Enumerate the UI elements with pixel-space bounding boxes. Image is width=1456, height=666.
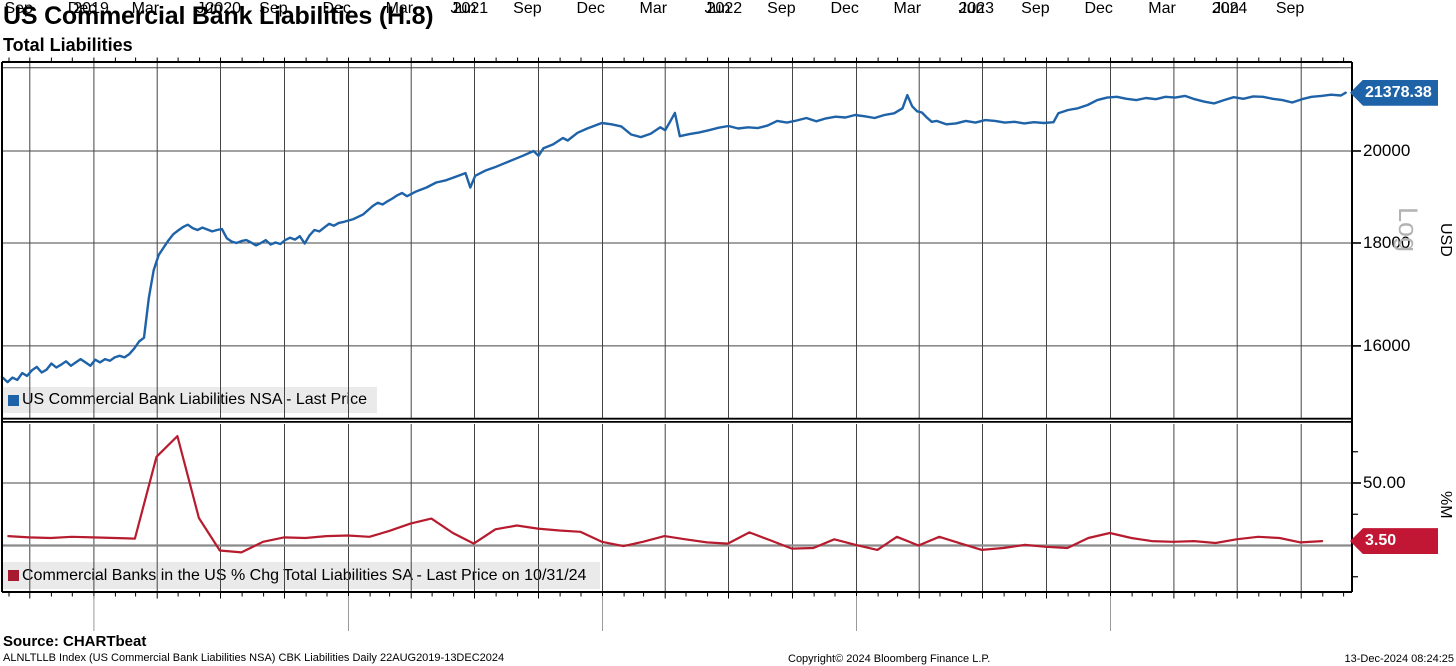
x-axis-month-label: Jun <box>1213 0 1239 17</box>
x-axis-month-label: Jun <box>958 0 985 17</box>
copyright-notice: Copyright© 2024 Bloomberg Finance L.P. <box>788 653 991 665</box>
last-price-tag-pct-change[interactable]: 3.50 <box>1350 528 1438 555</box>
x-axis-month-label: Dec <box>830 0 859 17</box>
legend-bottom-series[interactable]: Commercial Banks in the US % Chg Total L… <box>2 562 600 589</box>
x-axis-year-label: 2024 <box>1211 0 1248 17</box>
source-credit: Source: CHARTbeat <box>3 633 147 650</box>
legend-top-label: US Commercial Bank Liabilities NSA - Las… <box>22 391 368 408</box>
x-axis-month-label: Dec <box>1084 0 1113 17</box>
legend-bottom-label: Commercial Banks in the US % Chg Total L… <box>22 566 587 584</box>
legend-top-series[interactable]: US Commercial Bank Liabilities NSA - Las… <box>2 387 377 413</box>
x-axis-month-label: Jun <box>704 0 731 17</box>
red-series-swatch-icon <box>8 570 19 581</box>
y-axis-tick-label: 16000 <box>1363 335 1411 355</box>
x-axis-month-label: Sep <box>1275 0 1305 17</box>
last-price-tag-liabilities[interactable]: 21378.38 <box>1350 79 1438 106</box>
x-axis-month-label: Mar <box>639 0 668 17</box>
x-axis-year-label: 2021 <box>452 0 489 17</box>
timestamp: 13-Dec-2024 08:24:25 <box>1344 653 1454 665</box>
x-axis-month-label: Mar <box>893 0 922 17</box>
y-axis-tick-label: 18000 <box>1363 233 1411 252</box>
x-axis-month-label: Sep <box>1021 0 1050 17</box>
page-title: US Commercial Bank Liabilities (H.8) <box>3 2 434 30</box>
y-axis-unit-pct-month: %M <box>1437 491 1454 519</box>
last-price-value: 3.50 <box>1365 532 1397 550</box>
blue-series-swatch-icon <box>8 394 19 406</box>
chart-subtitle: Total Liabilities <box>3 35 133 55</box>
y-axis-tick-label: 50.00 <box>1363 473 1406 492</box>
x-axis-year-label: 2023 <box>958 0 995 17</box>
y-axis-tick-label: 20000 <box>1363 140 1411 160</box>
last-price-value: 21378.38 <box>1365 83 1432 101</box>
x-axis-month-label: Mar <box>1148 0 1176 17</box>
x-axis-month-label: Jun <box>450 0 477 17</box>
x-axis-month-label: Sep <box>767 0 796 17</box>
x-axis-month-label: Sep <box>513 0 542 17</box>
y-axis-unit-usd: USD <box>1437 223 1454 257</box>
x-axis-year-label: 2022 <box>706 0 743 17</box>
x-axis-month-label: Dec <box>576 0 605 17</box>
index-description: ALNLTLLB Index (US Commercial Bank Liabi… <box>3 652 505 664</box>
log-scale-watermark: Log <box>1393 207 1423 253</box>
